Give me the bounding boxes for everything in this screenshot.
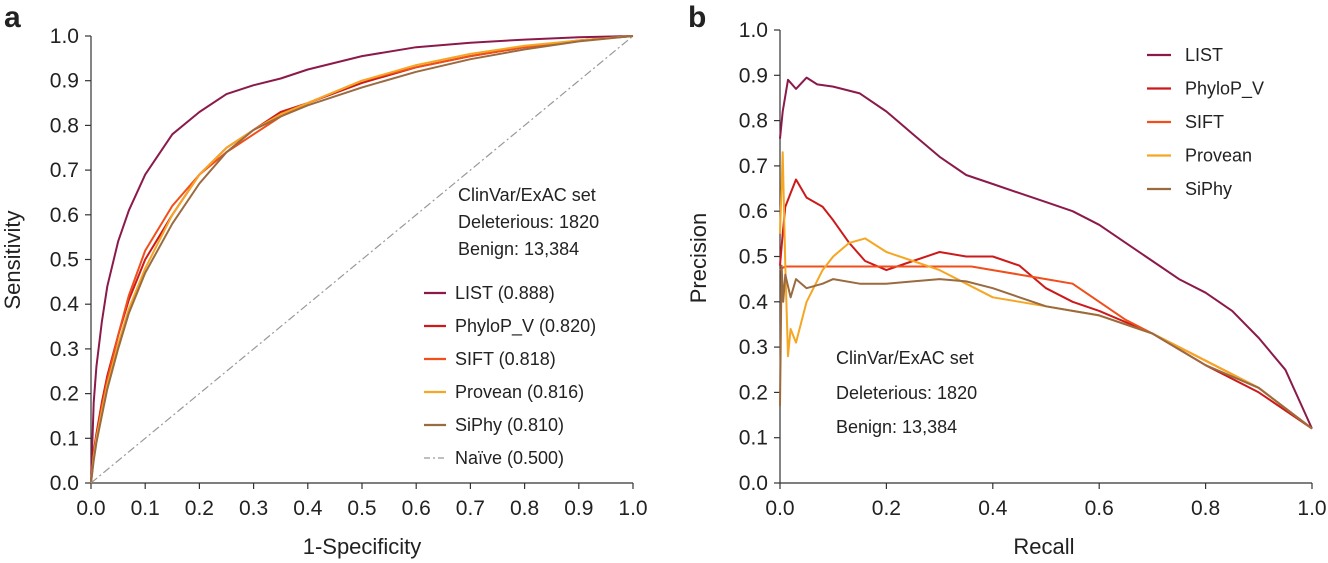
- roc-x-tick-label: 0.3: [239, 497, 268, 520]
- roc-x-tick-label: 0.7: [456, 497, 485, 520]
- roc-legend-label-sift: SIFT (0.818): [455, 349, 556, 369]
- roc-x-tick-label: 0.2: [185, 497, 214, 520]
- pr-y-tick-label: 0.5: [739, 246, 768, 269]
- pr-legend-label-phylop-v: PhyloP_V: [1185, 79, 1264, 100]
- pr-curve-list: [779, 76, 1313, 430]
- roc-y-tick-label: 0.5: [50, 249, 79, 272]
- roc-legend-label-siphy: SiPhy (0.810): [455, 415, 564, 435]
- pr-curve-siphy: [779, 264, 1313, 430]
- roc-x-tick-label: 0.5: [347, 497, 376, 520]
- roc-y-axis-label: Sensitivity: [0, 210, 25, 309]
- pr-y-tick-label: 0.0: [739, 472, 768, 495]
- roc-y-tick-label: 0.6: [50, 204, 79, 227]
- roc-legend-label-phylop-v: PhyloP_V (0.820): [455, 316, 596, 337]
- pr-x-tick-label: 0.2: [872, 497, 901, 520]
- pr-y-tick-label: 0.7: [739, 155, 768, 178]
- pr-y-tick-label: 0.3: [739, 336, 768, 359]
- pr-legend-label-sift: SIFT: [1185, 112, 1224, 132]
- pr-x-tick-label: 0.0: [765, 497, 794, 520]
- pr-x-tick-label: 0.8: [1191, 497, 1220, 520]
- roc-annotation-line-3: Benign: 13,384: [458, 239, 579, 259]
- panel-a-letter: a: [4, 1, 21, 34]
- pr-x-axis-label: Recall: [1013, 534, 1074, 559]
- roc-y-tick-label: 0.1: [50, 427, 79, 450]
- pr-y-tick-label: 0.6: [739, 200, 768, 223]
- roc-annotation: ClinVar/ExAC set Deleterious: 1820 Benig…: [458, 185, 599, 259]
- pr-legend-label-list: LIST: [1185, 45, 1223, 65]
- pr-annotation-line-3: Benign: 13,384: [836, 417, 957, 437]
- pr-y-tick-label: 0.8: [739, 110, 768, 133]
- pr-curves: [779, 76, 1313, 430]
- pr-x-tick-label: 0.6: [1085, 497, 1114, 520]
- roc-y-tick-label: 0.7: [50, 159, 79, 182]
- pr-annotation-line-2: Deleterious: 1820: [836, 383, 977, 403]
- pr-annotation-line-1: ClinVar/ExAC set: [836, 348, 974, 368]
- roc-x-tick-label: 0.1: [131, 497, 160, 520]
- roc-x-tick-label: 0.8: [510, 497, 539, 520]
- pr-x-tick-label: 0.4: [978, 497, 1008, 520]
- roc-annotation-line-1: ClinVar/ExAC set: [458, 185, 596, 205]
- pr-y-axis-label: Precision: [686, 213, 711, 303]
- pr-y-tick-label: 0.4: [739, 291, 769, 314]
- roc-x-tick-label: 0.4: [293, 497, 323, 520]
- roc-x-axis-label: 1-Specificity: [303, 534, 422, 559]
- roc-legend-label-provean: Provean (0.816): [455, 382, 584, 402]
- roc-y-tick-label: 1.0: [50, 25, 79, 48]
- roc-curve-siphy: [90, 35, 634, 484]
- roc-y-tick-label: 0.2: [50, 383, 79, 406]
- panel-b-letter: b: [688, 1, 706, 34]
- roc-legend-label-list: LIST (0.888): [455, 283, 555, 303]
- pr-annotation: ClinVar/ExAC set Deleterious: 1820 Benig…: [836, 348, 977, 437]
- pr-legend-label-provean: Provean: [1185, 146, 1252, 166]
- roc-y-tick-label: 0.9: [50, 70, 79, 93]
- roc-x-tick-label: 0.0: [76, 497, 105, 520]
- roc-curve-na-ve: [90, 35, 634, 484]
- roc-curves: [90, 35, 634, 484]
- roc-curve-list: [90, 35, 634, 484]
- roc-legend-label-na-ve: Naïve (0.500): [455, 448, 564, 468]
- roc-x-tick-label: 0.6: [402, 497, 431, 520]
- roc-legend: LIST (0.888) PhyloP_V (0.820) SIFT (0.818)…: [424, 283, 596, 468]
- pr-y-tick-label: 0.1: [739, 427, 768, 450]
- roc-x-tick-label: 0.9: [564, 497, 593, 520]
- roc-y-tick-label: 0.3: [50, 338, 79, 361]
- pr-x-tick-label: 1.0: [1297, 497, 1326, 520]
- precision-recall-panel: b 0.0 0.2 0.4 0.6 0.8 1.0 0.0 0.1 0.2 0.3 0.4 0.5 0.…: [686, 1, 1327, 559]
- roc-y-tick-label: 0.4: [50, 293, 80, 316]
- pr-y-tick-label: 0.9: [739, 64, 768, 87]
- roc-y-tick-label: 0.8: [50, 114, 79, 137]
- pr-y-tick-label: 0.2: [739, 381, 768, 404]
- roc-axes: 0.0 0.1 0.2 0.3 0.4 0.5 0.6 0.7 0.8 0.9 1.0 0.0 0.1 0…: [50, 25, 648, 520]
- roc-y-tick-label: 0.0: [50, 472, 79, 495]
- roc-annotation-line-2: Deleterious: 1820: [458, 212, 599, 232]
- pr-legend: LIST PhyloP_V SIFT Provean SiPhy: [1147, 45, 1264, 199]
- pr-y-tick-label: 1.0: [739, 19, 768, 42]
- pr-legend-label-siphy: SiPhy: [1185, 179, 1232, 199]
- roc-panel: a 0.0 0.1 0.2 0.3 0.4 0.5 0.6 0.7 0.8 0.9 1.00.00.…: [0, 1, 648, 559]
- roc-x-tick-label: 1.0: [618, 497, 647, 520]
